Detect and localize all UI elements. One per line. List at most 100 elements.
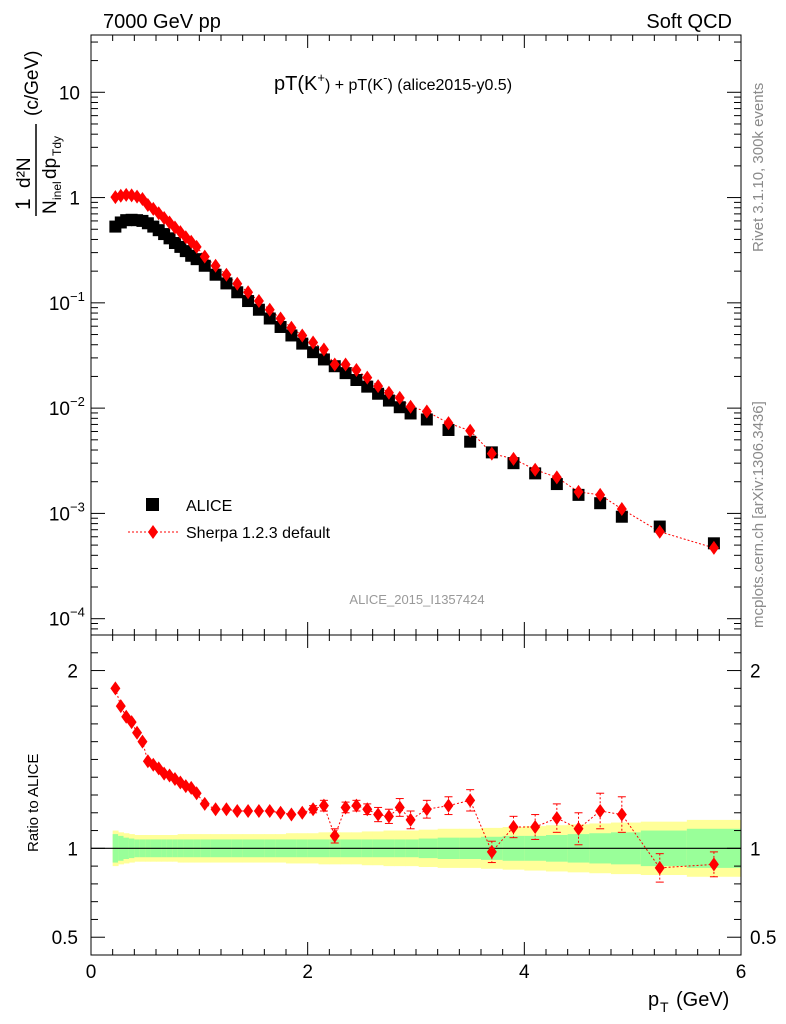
alice-point — [361, 380, 374, 393]
svg-text:N: N — [40, 200, 61, 214]
plot-title: pT(K+) + pT(K-) (alice2015-y0.5) — [274, 70, 512, 95]
sherpa-ratio-point — [394, 800, 405, 815]
sherpa-point — [551, 470, 562, 485]
svg-text:10: 10 — [49, 294, 70, 315]
sherpa-point — [508, 451, 519, 466]
sherpa-ratio-point — [508, 820, 519, 834]
sherpa-ratio-point — [654, 860, 665, 875]
sherpa-point — [308, 335, 319, 350]
sherpa-ratio-point — [421, 802, 432, 817]
main-plot-frame — [90, 34, 742, 636]
sherpa-point — [405, 399, 416, 414]
alice-point — [307, 346, 320, 359]
sherpa-point — [340, 357, 351, 372]
sherpa-ratio-point — [573, 821, 584, 836]
sherpa-point — [616, 502, 627, 517]
sherpa-ratio-point — [329, 828, 340, 843]
alice-point — [296, 337, 309, 350]
source-label: mcplots.cern.ch [arXiv:1306.3436] — [750, 401, 767, 628]
sherpa-point — [362, 370, 373, 385]
sherpa-point — [210, 258, 221, 273]
sherpa-ratio-point — [443, 798, 454, 813]
ratio-tick-label-0.5: 0.5 — [52, 928, 78, 949]
sherpa-ratio-point — [210, 802, 221, 817]
sherpa-point — [421, 404, 432, 419]
y-tick-label-10: 10 — [59, 83, 80, 104]
alice-point — [263, 312, 276, 325]
sherpa-ratio-point — [362, 802, 373, 817]
sherpa-ratio-point — [318, 798, 329, 813]
svg-text:−1: −1 — [70, 289, 85, 304]
sherpa-ratio-point — [126, 715, 137, 730]
sherpa-point — [275, 311, 286, 326]
sherpa-ratio-point — [243, 804, 254, 818]
svg-text:(c/GeV): (c/GeV) — [22, 51, 43, 116]
sherpa-point — [708, 540, 719, 555]
legend-label-alice: ALICE — [186, 498, 232, 515]
sherpa-ratio-point — [110, 681, 121, 696]
sherpa-ratio-point — [308, 802, 319, 817]
sherpa-point — [286, 320, 297, 335]
rivet-version-label: Rivet 3.1.10, 300k events — [750, 83, 767, 252]
svg-text:−3: −3 — [70, 499, 85, 514]
ratio-tick-label-1: 1 — [67, 839, 78, 860]
y-tick-label-0.01: 10 −2 — [49, 394, 85, 420]
alice-point — [231, 286, 244, 299]
sherpa-point — [243, 285, 254, 300]
alice-point — [242, 295, 255, 308]
alice-point — [198, 259, 211, 272]
y-tick-label-0.1: 10 −1 — [49, 289, 85, 315]
legend-marker-alice — [146, 498, 159, 511]
ratio-plot-frame — [90, 634, 742, 956]
alice-point — [350, 373, 363, 386]
ratio-tick-label-right-2: 2 — [750, 662, 761, 683]
svg-text:Tdy: Tdy — [50, 136, 64, 156]
sherpa-point — [373, 379, 384, 394]
y-axis-label: 1 d²N N inel dp Tdy (c/GeV) — [12, 51, 64, 216]
sherpa-point — [264, 302, 275, 317]
sherpa-ratio-point — [383, 809, 394, 824]
sherpa-point — [221, 267, 232, 282]
sherpa-ratio-point — [264, 804, 275, 818]
sherpa-ratio-point — [191, 786, 202, 801]
sherpa-point — [232, 276, 243, 291]
legend: ALICE Sherpa 1.2.3 default — [128, 498, 331, 542]
sherpa-point — [329, 357, 340, 372]
sherpa-point — [318, 342, 329, 357]
x-tick-labels: 0 2 4 6 — [86, 962, 747, 983]
svg-text:T: T — [660, 999, 669, 1015]
alice-point — [420, 413, 433, 426]
svg-text:10: 10 — [49, 399, 70, 420]
sherpa-point — [530, 462, 541, 477]
y-tick-label-1: 1 — [69, 189, 80, 210]
sherpa-point — [121, 187, 132, 202]
sherpa-point — [253, 294, 264, 309]
sherpa-ratio-point — [465, 793, 476, 808]
sherpa-curve-line — [115, 194, 715, 549]
x-tick-label-0: 0 — [86, 962, 97, 983]
sherpa-ratio-point — [405, 812, 416, 827]
sherpa-ratio-point — [199, 796, 210, 811]
sherpa-point — [654, 524, 665, 539]
alice-point — [220, 277, 233, 290]
sherpa-ratio-point — [297, 805, 308, 820]
sherpa-ratio-point — [275, 805, 286, 820]
y-tick-label-0.001: 10 −3 — [49, 499, 85, 525]
x-tick-label-2: 2 — [302, 962, 313, 983]
sherpa-point — [191, 239, 202, 254]
sherpa-ratio-point — [221, 802, 232, 817]
legend-marker-sherpa — [148, 525, 158, 539]
alice-point — [594, 497, 607, 510]
sherpa-point — [383, 385, 394, 400]
x-axis-label: p T (GeV) — [648, 989, 729, 1015]
legend-label-sherpa: Sherpa 1.2.3 default — [186, 525, 331, 542]
sherpa-point — [465, 423, 476, 438]
svg-text:10: 10 — [49, 504, 70, 525]
energy-label: 7000 GeV pp — [103, 11, 221, 33]
sherpa-ratio-point — [351, 798, 362, 813]
sherpa-point — [394, 390, 405, 405]
sherpa-ratio-points — [110, 681, 719, 883]
alice-point — [393, 401, 406, 414]
axis-ticks — [90, 35, 742, 956]
sherpa-point — [573, 484, 584, 499]
